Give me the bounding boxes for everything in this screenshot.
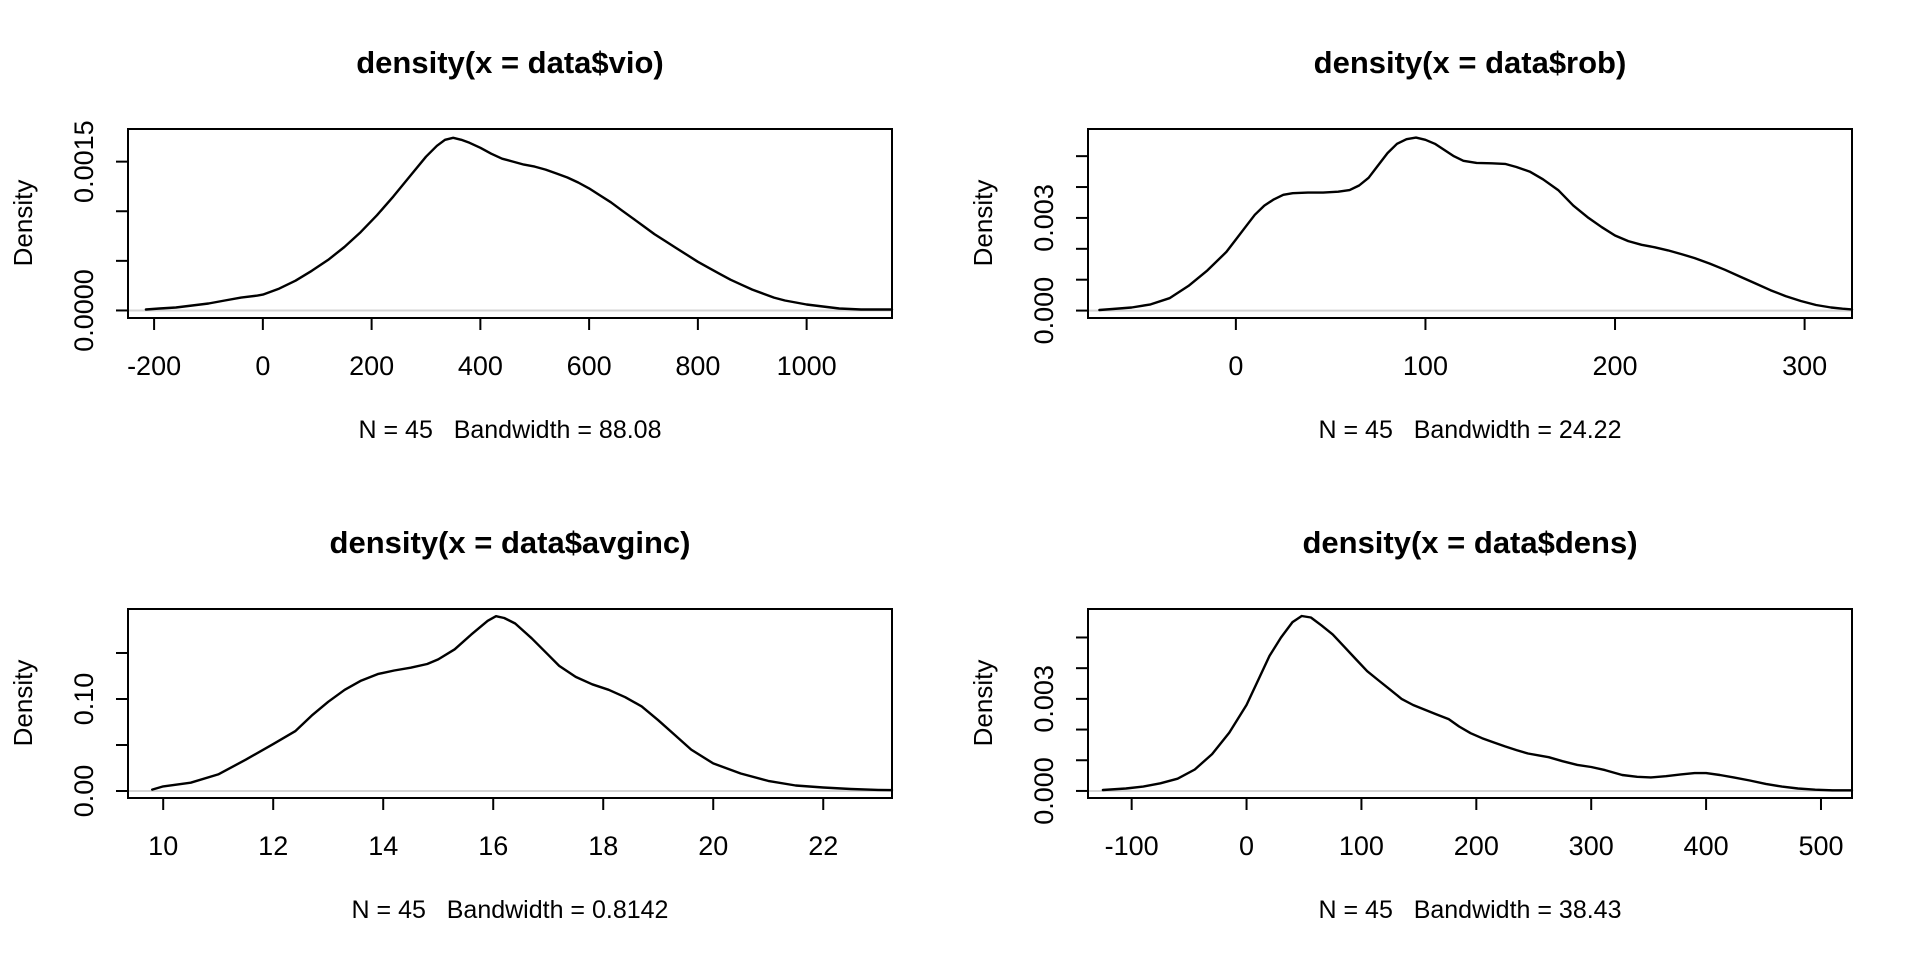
x-tick-label: 400 xyxy=(1684,831,1729,861)
x-tick-label: 400 xyxy=(458,351,503,381)
x-tick-label: -200 xyxy=(127,351,181,381)
y-tick-label: 0.003 xyxy=(1029,184,1059,252)
density-curve xyxy=(1098,136,1854,312)
y-tick-label: 0.003 xyxy=(1029,665,1059,733)
x-tick-label: 100 xyxy=(1403,351,1448,381)
plot-title: density(x = data$avginc) xyxy=(329,525,691,560)
density-panel-avginc: 10 12 14 16 18 20 22 0.00 0.10 density(x = data$… xyxy=(0,480,960,960)
y-axis-label: Density xyxy=(968,659,998,747)
density-plot-rob: 0 100 200 300 0.000 0.003 xyxy=(1029,128,1854,381)
plot-box xyxy=(1087,608,1853,799)
plot-title: density(x = data$rob) xyxy=(1313,45,1627,80)
y-tick-label: 0.0015 xyxy=(69,120,99,203)
x-tick-label: 22 xyxy=(808,831,838,861)
density-plot-avginc: 10 12 14 16 18 20 22 0.00 0.10 xyxy=(69,608,894,861)
plot-title: density(x = data$vio) xyxy=(356,45,664,80)
density-curve xyxy=(144,136,894,311)
y-tick-label: 0.0000 xyxy=(69,269,99,352)
density-plot-vio: -200 0 200 400 600 800 1000 0.0000 0.0015 xyxy=(69,120,894,381)
x-tick-label: 600 xyxy=(567,351,612,381)
y-tick-label: 0.000 xyxy=(1029,277,1059,345)
y-tick-label: 0.000 xyxy=(1029,757,1059,825)
y-axis-label: Density xyxy=(8,179,38,267)
x-tick-label: 200 xyxy=(1454,831,1499,861)
density-plot-dens: -100 0 100 200 300 400 500 0.000 0.003 xyxy=(1029,608,1854,861)
plot-box xyxy=(1087,128,1853,319)
plot-box xyxy=(127,128,893,319)
x-tick-label: 12 xyxy=(258,831,288,861)
x-tick-label: 200 xyxy=(349,351,394,381)
x-tick-label: 14 xyxy=(368,831,398,861)
x-tick-label: 800 xyxy=(675,351,720,381)
density-panel-rob: 0 100 200 300 0.000 0.003 density(x = data$ro… xyxy=(960,0,1920,480)
plot-subtitle: N = 45 Bandwidth = 0.8142 xyxy=(351,896,669,924)
density-panel-vio: -200 0 200 400 600 800 1000 0.0000 0.0015 densit… xyxy=(0,0,960,480)
x-tick-label: 0 xyxy=(1239,831,1254,861)
x-tick-label: 0 xyxy=(1228,351,1243,381)
y-axis-label: Density xyxy=(8,659,38,747)
y-axis-label: Density xyxy=(968,179,998,267)
x-tick-label: 20 xyxy=(698,831,728,861)
y-tick-label: 0.00 xyxy=(69,765,99,818)
y-tick-label: 0.10 xyxy=(69,673,99,726)
density-panel-dens: -100 0 100 200 300 400 500 0.000 0.003 density(x… xyxy=(960,480,1920,960)
x-tick-label: 100 xyxy=(1339,831,1384,861)
x-tick-label: 10 xyxy=(148,831,178,861)
x-tick-label: 200 xyxy=(1592,351,1637,381)
plot-box xyxy=(127,608,893,799)
plot-subtitle: N = 45 Bandwidth = 38.43 xyxy=(1318,896,1622,924)
x-tick-label: 0 xyxy=(255,351,270,381)
density-curve xyxy=(1101,614,1854,792)
x-tick-label: -100 xyxy=(1105,831,1159,861)
x-tick-label: 18 xyxy=(588,831,618,861)
x-tick-label: 500 xyxy=(1798,831,1843,861)
plot-title: density(x = data$dens) xyxy=(1302,525,1638,560)
x-tick-label: 300 xyxy=(1569,831,1614,861)
x-tick-label: 1000 xyxy=(777,351,837,381)
plot-subtitle: N = 45 Bandwidth = 24.22 xyxy=(1318,416,1622,444)
x-tick-label: 300 xyxy=(1782,351,1827,381)
density-curve xyxy=(150,614,894,792)
plot-subtitle: N = 45 Bandwidth = 88.08 xyxy=(358,416,662,444)
x-tick-label: 16 xyxy=(478,831,508,861)
